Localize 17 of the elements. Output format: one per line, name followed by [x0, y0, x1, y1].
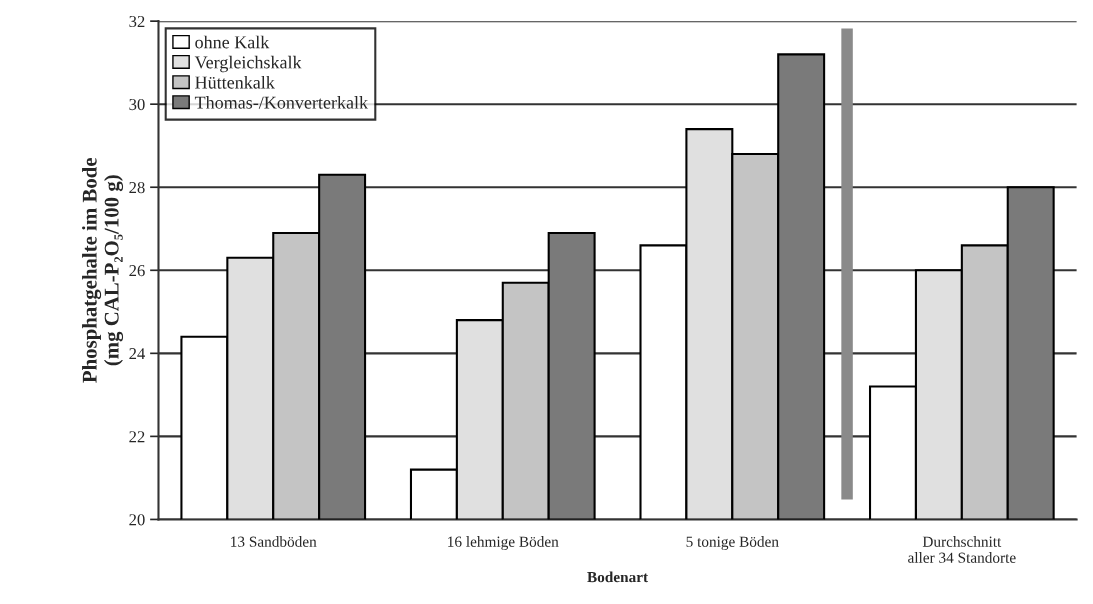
y-tick-label: 32 — [129, 15, 145, 28]
legend-label: ohne Kalk — [195, 35, 270, 49]
y-tick-label: 24 — [129, 348, 146, 360]
x-tick-label: 13 Sandböden — [231, 536, 317, 547]
y-tick-label: 22 — [129, 431, 145, 443]
legend-label: Thomas-/Konverterkalk — [194, 96, 369, 109]
legend-label: Vergleichskalk — [194, 55, 302, 73]
y-tick-label: 30 — [129, 98, 145, 111]
x-tick-label: 5 tonige Böden — [686, 536, 779, 550]
x-tick-label: 16 lehmige Böden — [448, 536, 559, 550]
y-tick-label: 26 — [129, 265, 145, 277]
y-tick-label: 20 — [129, 514, 145, 526]
x-tick-label: Durchschnitt aller 34 Standorte — [908, 536, 1016, 563]
y-axis-title: Phosphatgehalte im Bode (mg CAL-P₂O₅/100 g) — [82, 157, 124, 383]
legend-label: Hüttenkalk — [195, 75, 275, 89]
x-axis-title: Bodenart — [587, 571, 649, 583]
y-tick-label: 28 — [129, 181, 145, 194]
